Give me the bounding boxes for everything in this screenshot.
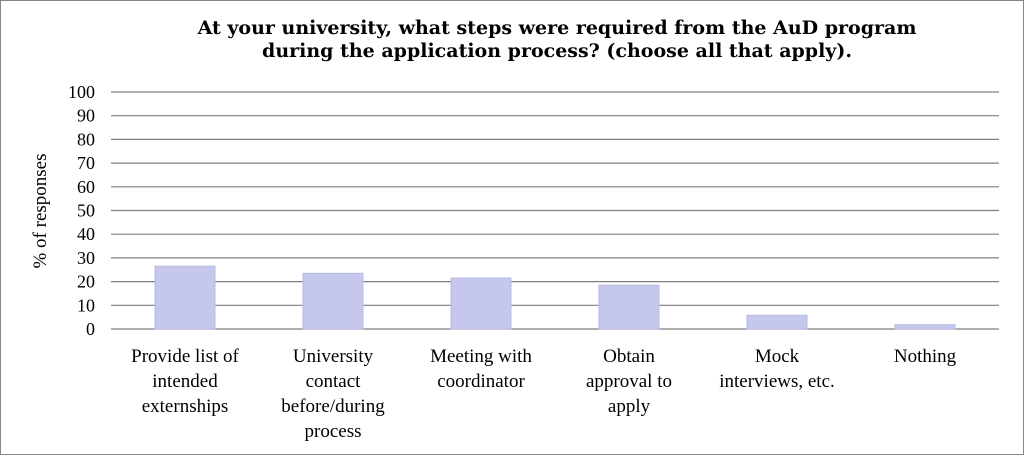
y-tick-label: 90 — [77, 106, 95, 126]
y-tick-label: 80 — [77, 129, 95, 149]
chart-title-line: during the application process? (choose … — [262, 40, 852, 62]
x-category-label-line: apply — [608, 396, 651, 417]
x-category-label-line: Obtain — [603, 346, 655, 367]
x-category-label-line: before/during — [281, 396, 385, 417]
bar — [450, 277, 512, 330]
chart-title-line: At your university, what steps were requ… — [197, 17, 917, 39]
x-category-label-line: externships — [142, 396, 229, 417]
y-tick-label: 30 — [77, 248, 95, 268]
x-category-label-line: approval to — [586, 371, 672, 392]
chart-title: At your university, what steps were requ… — [197, 17, 917, 62]
gridlines — [111, 91, 999, 330]
x-category-label-line: interviews, etc. — [719, 371, 835, 392]
x-category-label-line: Nothing — [894, 346, 957, 367]
y-tick-label: 10 — [77, 295, 95, 315]
bar — [746, 314, 808, 330]
bar — [154, 265, 216, 330]
x-category-label-line: process — [305, 421, 362, 442]
y-axis-ticks: 0 10 20 30 40 50 60 70 80 90 100 — [68, 82, 95, 339]
y-tick-label: 100 — [68, 82, 95, 102]
x-category-label: Nothing — [894, 346, 957, 367]
x-category-label: Meeting with coordinator — [430, 346, 532, 392]
x-category-label-line: Mock — [755, 346, 800, 367]
y-tick-label: 60 — [77, 177, 95, 197]
y-tick-label: 50 — [77, 201, 95, 221]
x-category-label-line: contact — [306, 371, 362, 392]
bars — [154, 265, 956, 330]
x-axis-categories: Provide list of intended externships Univer… — [131, 346, 956, 442]
y-tick-label: 20 — [77, 272, 95, 292]
bar — [598, 284, 660, 330]
x-category-label: University contact before/during process — [281, 346, 385, 442]
x-category-label-line: University — [293, 346, 374, 367]
x-category-label: Provide list of intended externships — [131, 346, 239, 417]
x-category-label-line: Provide list of — [131, 346, 239, 367]
y-tick-label: 40 — [77, 224, 95, 244]
bar — [894, 324, 956, 330]
bar — [302, 272, 364, 330]
x-category-label: Mock interviews, etc. — [719, 346, 835, 392]
x-category-label-line: coordinator — [437, 371, 525, 392]
x-category-label: Obtain approval to apply — [586, 346, 672, 417]
y-tick-label: 0 — [86, 319, 95, 339]
y-tick-label: 70 — [77, 153, 95, 173]
y-axis-label: % of responses — [30, 153, 51, 268]
x-category-label-line: Meeting with — [430, 346, 532, 367]
x-category-label-line: intended — [152, 371, 218, 392]
